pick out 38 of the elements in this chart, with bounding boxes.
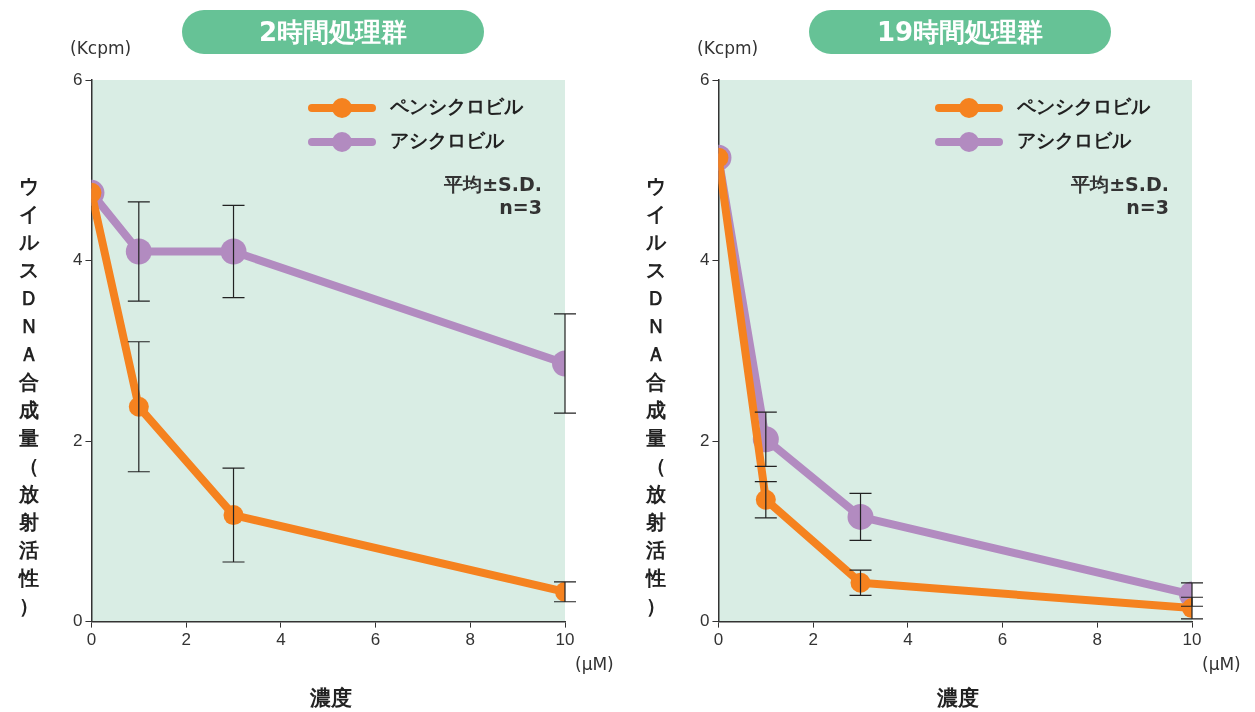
annotation: 平均±S.D. [444, 173, 542, 195]
x-tick-label: 8 [465, 630, 476, 650]
x-tick-label: 2 [181, 630, 191, 650]
y-tick-label: 6 [699, 69, 710, 89]
y-tick-label: 2 [72, 430, 83, 450]
chart-title: 19時間処理群 [809, 10, 1111, 54]
y-tick-label: 6 [72, 69, 83, 89]
text: (Kcpm) [70, 38, 132, 58]
x-tick-label: 0 [713, 630, 724, 650]
x-tick-label: 10 [555, 630, 575, 650]
x-tick-label: 0 [86, 630, 97, 650]
x-tick-label: 6 [997, 630, 1008, 650]
x-tick-label: 10 [1182, 630, 1202, 650]
y-tick-label: 2 [699, 430, 710, 450]
legend-label: ペンシクロビル [1016, 94, 1151, 117]
text: (Kcpm) [697, 38, 759, 58]
x-tick-label: 4 [276, 630, 286, 650]
x-tick-label: 2 [808, 630, 818, 650]
y-tick-label: 4 [699, 250, 710, 270]
chart-title: 2時間処理群 [182, 10, 484, 54]
legend-label: アシクロビル [390, 128, 505, 151]
y-tick-label: 4 [72, 250, 83, 270]
annotation: n=3 [1126, 196, 1169, 218]
legend-label: アシクロビル [1017, 128, 1132, 151]
x-axis-title: 濃度 [310, 685, 352, 712]
x-axis-title: 濃度 [937, 685, 979, 712]
y-tick-label: 0 [72, 611, 83, 631]
y-tick-label: 0 [699, 611, 710, 631]
x-tick-label: 6 [370, 630, 381, 650]
text: ウイルスＤＮＡ合成量（放射活性） [19, 174, 39, 618]
text: (μM) [575, 654, 614, 674]
annotation: 平均±S.D. [1071, 173, 1169, 195]
annotation: n=3 [499, 196, 542, 218]
x-tick-label: 8 [1092, 630, 1103, 650]
text: ウイルスＤＮＡ合成量（放射活性） [646, 174, 666, 618]
legend-label: ペンシクロビル [389, 94, 524, 117]
text: (μM) [1202, 654, 1241, 674]
x-tick-label: 4 [903, 630, 913, 650]
